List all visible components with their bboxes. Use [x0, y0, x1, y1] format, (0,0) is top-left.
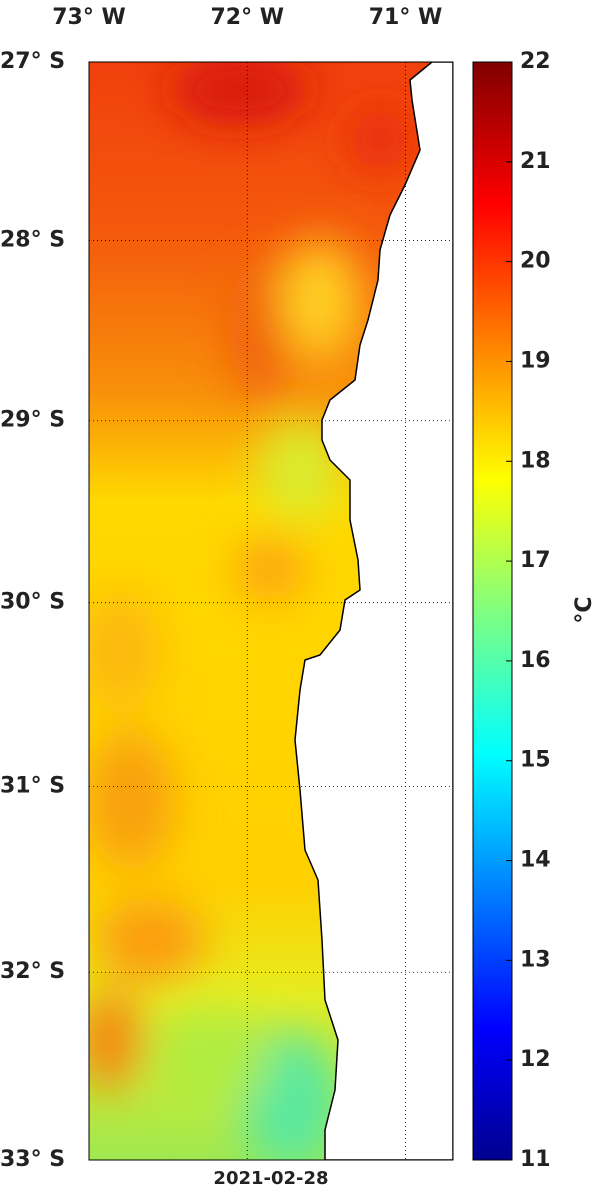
colorbar-tick-label: 13: [520, 947, 551, 972]
sst-field: [89, 62, 453, 1160]
map-frame: [88, 61, 454, 1161]
lat-tick-label: 29° S: [0, 408, 65, 433]
lon-tick-label: 72° W: [210, 5, 284, 30]
colorbar: [472, 61, 513, 1161]
colorbar-tick-label: 22: [520, 49, 551, 74]
lon-tick-label: 71° W: [369, 5, 443, 30]
colorbar-tick-label: 20: [520, 249, 551, 274]
colorbar-tick-label: 17: [520, 548, 551, 573]
colorbar-tick-label: 21: [520, 149, 551, 174]
colorbar-tick-label: 15: [520, 748, 551, 773]
lat-tick-label: 31° S: [0, 773, 65, 798]
lat-tick-label: 33° S: [0, 1147, 65, 1172]
colorbar-tick-label: 19: [520, 348, 551, 373]
colorbar-unit: °C: [572, 596, 593, 623]
lon-tick-label: 73° W: [52, 5, 126, 30]
lat-tick-label: 27° S: [0, 49, 65, 74]
lat-tick-label: 32° S: [0, 959, 65, 984]
lat-tick-label: 28° S: [0, 228, 65, 253]
land: [294, 62, 453, 1160]
colorbar-tick-label: 18: [520, 448, 551, 473]
lat-tick-label: 30° S: [0, 590, 65, 615]
colorbar-tick-label: 14: [520, 848, 551, 873]
colorbar-tick-label: 12: [520, 1047, 551, 1072]
colorbar-tick-label: 16: [520, 648, 551, 673]
colorbar-tick-label: 11: [520, 1147, 551, 1172]
date-label: 2021-02-28: [213, 1168, 328, 1188]
